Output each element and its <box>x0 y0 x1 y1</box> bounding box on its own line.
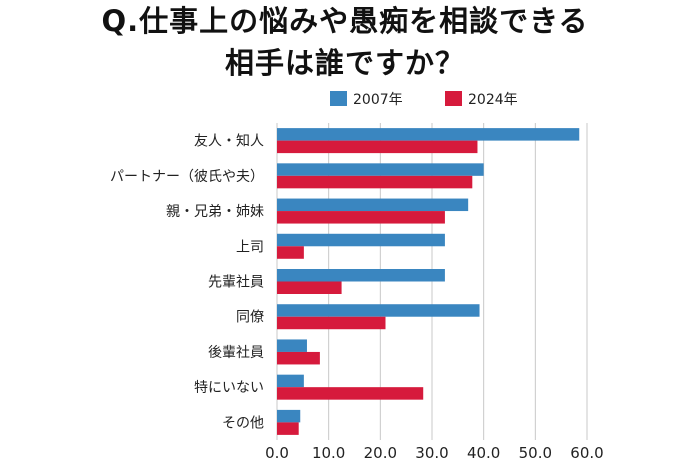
x-tick-label: 20.0 <box>364 444 397 460</box>
category-label: パートナー（彼氏や夫） <box>110 169 264 185</box>
bar-2007 <box>277 163 484 176</box>
category-label: 親・兄弟・姉妹 <box>166 204 264 220</box>
x-tick-label: 50.0 <box>519 444 552 460</box>
x-tick-label: 40.0 <box>467 444 500 460</box>
x-tick-label: 30.0 <box>415 444 448 460</box>
category-label: 上司 <box>236 239 264 255</box>
legend-label: 2007年 <box>353 92 403 108</box>
bar-2007 <box>277 198 469 212</box>
bar-2024 <box>277 246 304 259</box>
category-label: 先輩社員 <box>208 275 264 291</box>
bar-2024 <box>277 281 342 294</box>
bar-2007 <box>277 269 445 282</box>
category-label: 友人・知人 <box>194 133 264 150</box>
legend-label: 2024年 <box>468 92 518 108</box>
bar-2007 <box>277 304 480 317</box>
chart-title-line-2: 相手は誰ですか？ <box>224 46 465 80</box>
bar-2007 <box>277 339 307 352</box>
legend-swatch <box>445 91 462 106</box>
bar-2007 <box>277 128 580 141</box>
bar-2024 <box>277 175 473 189</box>
x-tick-label: 60.0 <box>570 444 603 460</box>
bar-2024 <box>277 422 299 435</box>
bar-2024 <box>277 211 445 224</box>
category-label: その他 <box>222 415 264 431</box>
bar-2007 <box>277 409 301 423</box>
x-tick-label: 10.0 <box>312 444 345 460</box>
x-tick-label: 0.0 <box>265 444 289 460</box>
category-label: 特にいない <box>194 380 264 396</box>
bar-2024 <box>277 351 320 365</box>
bar-2024 <box>277 140 478 154</box>
bar-2007 <box>277 233 445 247</box>
bar-2007 <box>277 374 304 388</box>
bar-2024 <box>277 387 424 400</box>
category-label: 同僚 <box>236 310 264 326</box>
bar-2024 <box>277 316 386 330</box>
chart-title-line-1: Q.仕事上の悩みや愚痴を相談できる <box>101 4 589 38</box>
category-label: 後輩社員 <box>208 345 264 361</box>
legend-swatch <box>330 91 347 106</box>
